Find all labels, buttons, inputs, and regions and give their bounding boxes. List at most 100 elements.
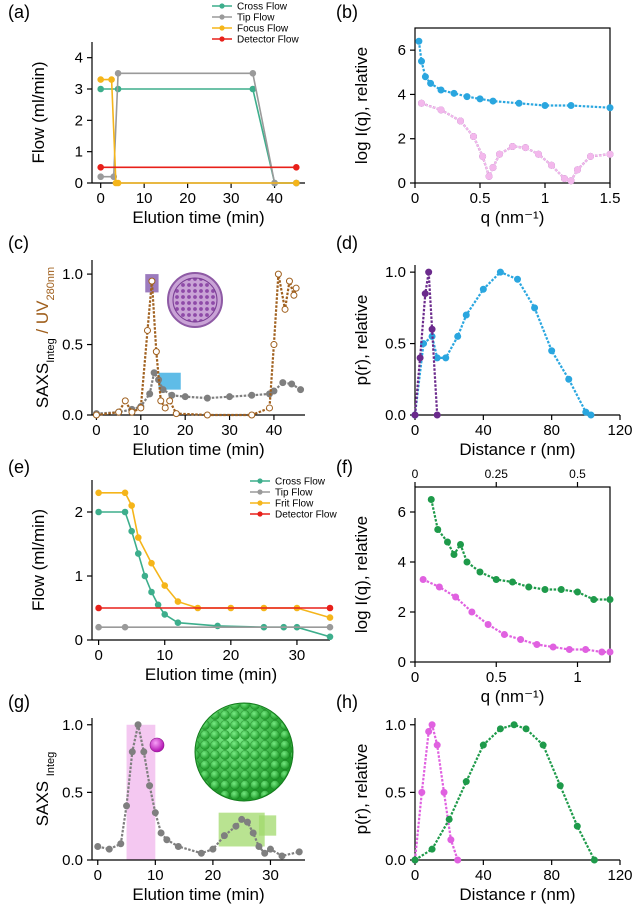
legend-marker: [257, 511, 263, 517]
data-point: [148, 277, 156, 285]
x-tick-label: 80: [543, 422, 560, 439]
legend-label: Detector Flow: [275, 510, 337, 521]
legend-marker: [219, 3, 225, 9]
data-point: [606, 150, 614, 158]
x-tick-label: 1: [541, 190, 549, 207]
series-line: [421, 102, 611, 183]
x-tick-label: 0: [411, 867, 419, 884]
data-point: [115, 408, 123, 416]
data-point: [476, 95, 484, 103]
top-x-tick-label: 0.5: [569, 467, 586, 481]
data-point: [326, 614, 334, 621]
y-axis-label-part: SAXS: [33, 776, 52, 826]
data-point: [141, 572, 149, 580]
data-point: [457, 541, 464, 548]
y-tick-label: 4: [75, 50, 83, 67]
data-point: [293, 179, 300, 187]
data-point: [533, 641, 541, 648]
data-point: [450, 551, 458, 558]
data-point: [238, 815, 246, 823]
chart-panel-h: (h) 0 40 80 120 0.0 0.5 1.0 Distance r (nm) p(r),…: [336, 692, 633, 904]
data-point: [428, 845, 436, 853]
data-point: [590, 596, 598, 603]
data-point: [288, 380, 296, 388]
data-point: [159, 386, 167, 394]
y-axis-label: log I(q), relative: [352, 516, 371, 633]
data-point: [154, 601, 162, 609]
data-point: [146, 782, 154, 790]
data-point: [500, 631, 508, 638]
panel-label: (h): [336, 692, 358, 712]
y-tick-label: 4: [398, 86, 406, 103]
data-point: [326, 604, 334, 612]
data-point: [266, 845, 274, 853]
x-tick-label: 30: [223, 190, 240, 207]
data-point: [479, 285, 487, 293]
data-point: [97, 85, 104, 93]
data-point: [148, 588, 155, 596]
series-line: [417, 41, 611, 109]
data-point: [509, 142, 516, 150]
x-tick-label: 30: [221, 422, 238, 439]
chart-panel-e: (e) 0 10 20 30 0 1 2 Elution time (min) Flow (ml/…: [8, 457, 337, 684]
data-point: [161, 582, 169, 589]
data-point: [525, 583, 533, 591]
data-point: [548, 161, 555, 169]
panel-label: (e): [8, 457, 30, 477]
data-point: [121, 508, 129, 516]
y-axis-label-part: SAXS: [33, 363, 52, 408]
data-point: [203, 411, 211, 419]
data-point: [290, 291, 298, 299]
data-point: [440, 788, 448, 796]
data-point: [95, 508, 102, 516]
data-point: [279, 379, 287, 387]
data-point: [476, 568, 484, 576]
data-point: [590, 856, 598, 864]
x-tick-label: 0.5: [486, 669, 507, 686]
data-point: [243, 818, 251, 826]
data-point: [450, 89, 458, 97]
data-point: [297, 386, 305, 394]
series-line: [422, 578, 610, 654]
data-point: [418, 788, 426, 796]
legend-marker: [257, 500, 263, 506]
data-point: [470, 133, 477, 140]
y-tick-label: 1.0: [62, 266, 83, 283]
panel-label: (d): [336, 233, 358, 253]
data-point: [411, 411, 419, 419]
x-tick-label: 0: [94, 647, 102, 664]
data-point: [437, 106, 445, 114]
y-tick-label: 0: [75, 632, 83, 649]
data-point: [489, 164, 497, 171]
legend-label: Detector Flow: [237, 35, 299, 46]
series-line: [96, 273, 298, 417]
data-point: [462, 311, 470, 319]
data-point: [587, 152, 594, 160]
x-axis-label: q (nm⁻¹): [481, 208, 545, 227]
data-point: [435, 583, 443, 591]
data-point: [248, 391, 256, 399]
particle-core-icon: [172, 277, 218, 323]
data-point: [128, 408, 136, 416]
data-point: [97, 76, 104, 83]
data-point: [598, 648, 606, 656]
data-point: [174, 598, 182, 605]
legend-label: Cross Flow: [275, 477, 326, 488]
legend-label: Frit Flow: [275, 499, 314, 510]
data-point: [415, 37, 423, 45]
data-point: [425, 728, 433, 736]
data-point: [97, 173, 104, 181]
series-line: [100, 88, 297, 184]
y-tick-label: 4: [398, 554, 406, 571]
x-tick-label: 120: [607, 422, 632, 439]
x-tick-label: 40: [266, 422, 283, 439]
data-point: [249, 70, 257, 77]
data-point: [437, 86, 445, 94]
data-point: [326, 633, 334, 641]
data-point: [421, 290, 429, 298]
y-tick-label: 1.0: [385, 264, 406, 281]
y-axis-label: log I(q), relative: [352, 47, 371, 164]
data-point: [418, 99, 425, 107]
data-point: [285, 277, 293, 285]
